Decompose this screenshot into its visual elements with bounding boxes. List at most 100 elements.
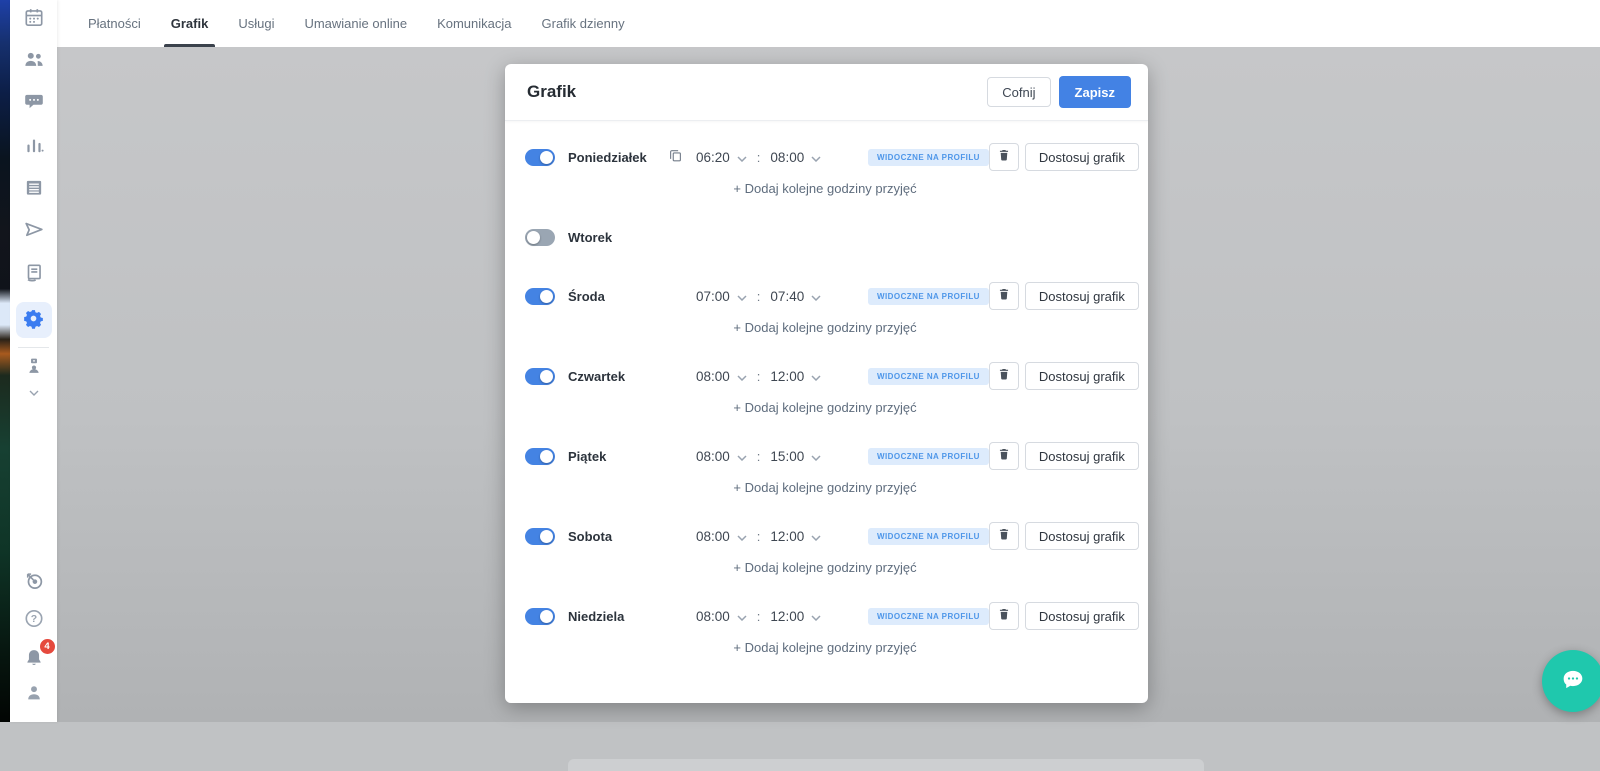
delete-hours-button[interactable] <box>988 282 1019 310</box>
bell-icon: 4 <box>23 639 55 669</box>
start-time-select[interactable]: 06:20 <box>696 150 747 165</box>
top-navigation: Płatności Grafik Usługi Umawianie online… <box>57 0 1600 47</box>
tab-umawianie-online[interactable]: Umawianie online <box>304 16 408 31</box>
svg-text:?: ? <box>30 614 36 625</box>
end-time-select[interactable]: 08:00 <box>770 150 821 165</box>
day-label: Piątek <box>568 448 607 464</box>
day-toggle[interactable] <box>525 607 555 625</box>
time-separator: : <box>756 448 761 464</box>
sidebar-item-calendar[interactable] <box>23 7 45 32</box>
day-toggle[interactable] <box>525 287 555 305</box>
end-time-value: 12:00 <box>770 368 805 384</box>
customize-schedule-button[interactable]: Dostosuj grafik <box>1024 362 1139 390</box>
day-block-monday: Poniedziałek 06:20 : 08:00 <box>505 143 1148 198</box>
day-toggle[interactable] <box>525 527 555 545</box>
sidebar-item-campaigns[interactable] <box>22 218 45 244</box>
customize-schedule-button[interactable]: Dostosuj grafik <box>1024 602 1139 630</box>
sidebar-item-notifications[interactable]: 4 <box>23 639 55 669</box>
sidebar-item-help[interactable]: ? <box>23 608 45 633</box>
end-time-select[interactable]: 12:00 <box>770 529 821 544</box>
sidebar-item-messages[interactable] <box>23 91 45 116</box>
sidebar-item-profile[interactable] <box>23 682 44 706</box>
chevron-down-icon <box>811 529 821 544</box>
start-time-select[interactable]: 07:00 <box>696 289 747 304</box>
schedule-list: Poniedziałek 06:20 : 08:00 <box>505 121 1148 657</box>
add-hours-link[interactable]: + Dodaj kolejne godziny przyjęć <box>733 480 917 495</box>
chevron-down-icon <box>737 150 747 165</box>
day-label: Środa <box>568 288 605 304</box>
start-time-select[interactable]: 08:00 <box>696 449 747 464</box>
chevron-down-icon <box>29 383 39 401</box>
customize-schedule-button[interactable]: Dostosuj grafik <box>1024 143 1139 171</box>
chat-widget-button[interactable] <box>1542 650 1600 712</box>
customize-schedule-button[interactable]: Dostosuj grafik <box>1024 442 1139 470</box>
chat-bubble-icon <box>1559 666 1587 697</box>
start-time-select[interactable]: 08:00 <box>696 609 747 624</box>
start-time-select[interactable]: 08:00 <box>696 529 747 544</box>
trash-icon <box>997 607 1011 625</box>
delete-hours-button[interactable] <box>988 143 1019 171</box>
copy-hours-button[interactable] <box>668 148 683 166</box>
customize-schedule-button[interactable]: Dostosuj grafik <box>1024 282 1139 310</box>
day-toggle[interactable] <box>525 148 555 166</box>
sidebar-item-settings[interactable] <box>15 302 52 338</box>
end-time-select[interactable]: 07:40 <box>770 289 821 304</box>
day-label: Niedziela <box>568 608 625 624</box>
workstation-icon <box>23 356 45 381</box>
day-toggle[interactable] <box>525 447 555 465</box>
day-block-tuesday: Wtorek <box>505 223 1148 251</box>
toggle-knob <box>540 609 553 623</box>
sidebar-item-workstation[interactable] <box>23 356 45 381</box>
delete-hours-button[interactable] <box>988 442 1019 470</box>
save-button[interactable]: Zapisz <box>1058 76 1131 108</box>
sidebar-item-clients[interactable] <box>22 48 45 74</box>
delete-hours-button[interactable] <box>988 602 1019 630</box>
visible-on-profile-badge: WIDOCZNE NA PROFILU <box>868 527 989 545</box>
delete-hours-button[interactable] <box>988 362 1019 390</box>
tab-komunikacja[interactable]: Komunikacja <box>437 16 512 31</box>
tab-grafik-dzienny[interactable]: Grafik dzienny <box>541 16 625 31</box>
undo-button[interactable]: Cofnij <box>987 77 1051 107</box>
trash-icon <box>997 527 1011 545</box>
customize-schedule-button[interactable]: Dostosuj grafik <box>1024 522 1139 550</box>
end-time-value: 12:00 <box>770 528 805 544</box>
day-toggle[interactable] <box>525 367 555 385</box>
time-separator: : <box>756 528 761 544</box>
visible-on-profile-badge: WIDOCZNE NA PROFILU <box>868 148 989 166</box>
add-hours-link[interactable]: + Dodaj kolejne godziny przyjęć <box>733 181 917 196</box>
trash-icon <box>997 287 1011 305</box>
tab-grafik[interactable]: Grafik <box>163 0 215 47</box>
chat-icon <box>23 91 45 116</box>
sidebar-item-records[interactable] <box>23 177 45 202</box>
gear-icon <box>23 308 44 332</box>
visible-on-profile-badge: WIDOCZNE NA PROFILU <box>868 447 989 465</box>
end-time-select[interactable]: 12:00 <box>770 369 821 384</box>
end-time-select[interactable]: 12:00 <box>770 609 821 624</box>
panel-header: Grafik Cofnij Zapisz <box>505 64 1148 121</box>
chevron-down-icon <box>737 289 747 304</box>
start-time-select[interactable]: 08:00 <box>696 369 747 384</box>
start-time-value: 08:00 <box>696 528 730 544</box>
end-time-select[interactable]: 15:00 <box>770 449 821 464</box>
sidebar-item-journal[interactable] <box>23 262 45 287</box>
chevron-down-icon <box>737 369 747 384</box>
schedule-panel: Grafik Cofnij Zapisz Poniedziałek 06:20 <box>505 64 1148 703</box>
tab-platnosci[interactable]: Płatności <box>88 16 141 31</box>
sidebar-item-goals[interactable] <box>22 569 45 595</box>
end-time-value: 07:40 <box>770 288 805 304</box>
delete-hours-button[interactable] <box>988 522 1019 550</box>
help-icon: ? <box>23 608 45 633</box>
notification-count-badge: 4 <box>39 639 55 654</box>
add-hours-link[interactable]: + Dodaj kolejne godziny przyjęć <box>733 640 917 655</box>
trash-icon <box>997 367 1011 385</box>
day-block-sunday: Niedziela 08:00 : 12:00 WIDOCZNE NA PROF… <box>505 602 1148 657</box>
day-label: Poniedziałek <box>568 149 647 165</box>
end-time-value: 08:00 <box>770 149 805 165</box>
list-icon <box>23 177 45 202</box>
day-toggle[interactable] <box>525 228 555 246</box>
sidebar-item-statistics[interactable] <box>23 134 45 159</box>
add-hours-link[interactable]: + Dodaj kolejne godziny przyjęć <box>733 320 917 335</box>
tab-uslugi[interactable]: Usługi <box>238 16 275 31</box>
add-hours-link[interactable]: + Dodaj kolejne godziny przyjęć <box>733 400 917 415</box>
add-hours-link[interactable]: + Dodaj kolejne godziny przyjęć <box>733 560 917 575</box>
